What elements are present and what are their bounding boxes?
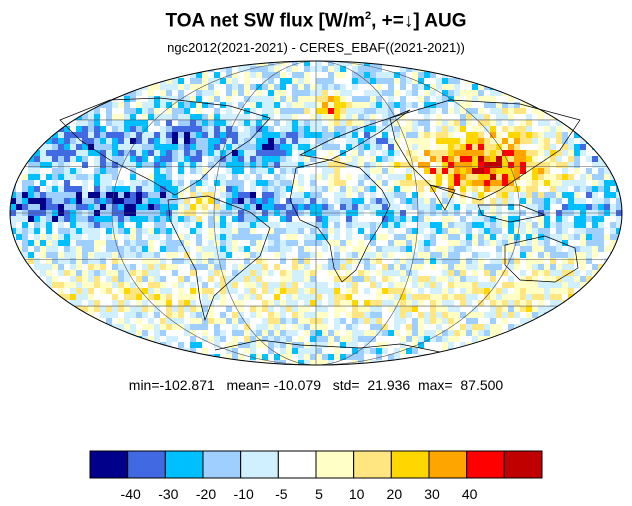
globe-outline [9, 60, 623, 366]
colorbar-tick-label: -10 [234, 486, 254, 502]
meridian-line [213, 60, 317, 366]
colorbar-tick-label: -30 [158, 486, 178, 502]
colorbar-tick-label: 5 [315, 486, 323, 502]
colorbar-tick-label: 30 [424, 486, 440, 502]
mollweide-map [9, 60, 623, 366]
coast-india [429, 184, 456, 211]
colorbar-tick-label: 20 [387, 486, 403, 502]
colorbar-tick-label: 40 [462, 486, 478, 502]
map-gridlines [10, 60, 622, 366]
colorbar-box [353, 450, 392, 479]
meridian-line [111, 60, 317, 366]
coastlines [59, 97, 581, 353]
colorbar-box [127, 450, 166, 479]
colorbar-tick-label: -40 [121, 486, 141, 502]
colorbar-labels: -40 -30 -20 -10 -5 5 10 20 30 40 [121, 486, 478, 502]
colorbar-box [89, 450, 129, 479]
colorbar-box [277, 450, 317, 479]
plot-subtitle: ngc2012(2021-2021) - CERES_EBAF((2021-20… [167, 40, 465, 55]
coast-antarctica [214, 339, 441, 353]
coast-maritime [477, 204, 547, 223]
coast-asia [389, 99, 581, 201]
colorbar-tick-label: -20 [196, 486, 216, 502]
colorbar-tick-label: -5 [275, 486, 288, 502]
colorbar-box [503, 450, 543, 479]
colorbar-box [390, 450, 430, 479]
colorbar-box [240, 450, 279, 479]
stats-line: min=-102.871 mean= -10.079 std= 21.936 m… [128, 377, 504, 393]
meridian-line [315, 60, 521, 366]
colorbar-box [315, 450, 355, 479]
coast-europe [298, 109, 411, 161]
colorbar-box [164, 450, 204, 479]
colorbar-box [202, 450, 242, 479]
colorbar-boxes [89, 450, 543, 479]
coast-africa [289, 159, 391, 283]
coast-north-america [59, 97, 271, 196]
coast-australia [504, 235, 579, 283]
coast-south-america [167, 195, 271, 322]
colorbar-tick-label: 10 [349, 486, 365, 502]
colorbar-box [428, 450, 468, 479]
plot-title: TOA net SW flux [W/m2, +=↓] AUG [165, 10, 467, 32]
colorbar-box [466, 450, 505, 479]
